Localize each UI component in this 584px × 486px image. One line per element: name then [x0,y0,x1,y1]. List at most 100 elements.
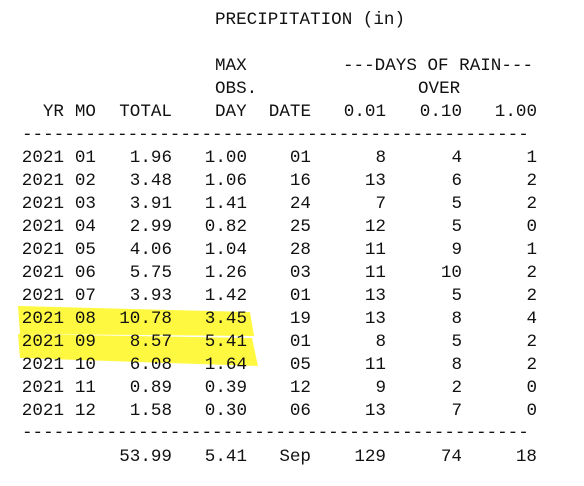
cell: 5 [451,194,462,214]
column-header: 0.01 [343,102,386,122]
cell: 9 [375,378,386,398]
cell: 0.89 [129,378,172,398]
cell: 11 [364,355,386,375]
cell: 13 [364,171,386,191]
highlight-row-09 [18,334,258,366]
cell: 09 [74,332,96,352]
cell: 2021 [21,332,64,352]
total-cell: 74 [440,447,462,467]
column-header: DATE [268,102,311,122]
column-header: MO [74,102,96,122]
cell: 2021 [21,309,64,329]
cell: 1.04 [204,240,247,260]
cell: 5 [451,286,462,306]
cell: 13 [364,401,386,421]
cell: 7 [375,194,386,214]
cell: 2021 [21,401,64,421]
total-cell: 53.99 [119,447,172,467]
header-max-line: OBS. [215,79,258,99]
cell: 28 [289,240,311,260]
cell: 2021 [21,194,64,214]
cell: 06 [74,263,96,283]
total-cell: 5.41 [204,447,247,467]
cell: 0.82 [204,217,247,237]
total-cell: Sep [279,447,311,467]
cell: 1 [526,148,537,168]
cell: 12 [74,401,96,421]
cell: 13 [364,309,386,329]
cell: 1 [526,240,537,260]
cell: 06 [289,401,311,421]
cell: 1.96 [129,148,172,168]
cell: 4.06 [129,240,172,260]
cell: 6 [451,171,462,191]
header-rain-over: OVER [418,79,461,99]
cell: 10 [440,263,462,283]
cell: 0.30 [204,401,247,421]
cell: 3.48 [129,171,172,191]
cell: 13 [364,286,386,306]
cell: 3.45 [204,309,247,329]
cell: 12 [289,378,311,398]
cell: 2021 [21,240,64,260]
cell: 08 [74,309,96,329]
cell: 2021 [21,355,64,375]
cell: 8 [451,355,462,375]
column-header: TOTAL [119,102,172,122]
cell: 5 [451,217,462,237]
total-cell: 18 [515,447,537,467]
cell: 8 [375,332,386,352]
cell: 2021 [21,217,64,237]
cell: 05 [289,355,311,375]
cell: 03 [74,194,96,214]
cell: 2021 [21,286,64,306]
cell: 2 [526,332,537,352]
cell: 1.41 [204,194,247,214]
column-header: 0.10 [419,102,462,122]
cell: 11 [364,240,386,260]
header-max-line: MAX [215,56,247,76]
cell: 1.06 [204,171,247,191]
cell: 12 [364,217,386,237]
cell: 07 [74,286,96,306]
header-rain-group: ---DAYS OF RAIN--- [343,56,534,76]
cell: 16 [289,171,311,191]
cell: 8 [375,148,386,168]
cell: 1.26 [204,263,247,283]
cell: 5.75 [129,263,172,283]
cell: 1.58 [129,401,172,421]
cell: 2 [526,355,537,375]
cell: 7 [451,401,462,421]
cell: 2021 [21,171,64,191]
cell: 0 [526,401,537,421]
cell: 01 [289,286,311,306]
cell: 6.08 [129,355,172,375]
column-header: 1.00 [494,102,537,122]
cell: 5.41 [204,332,247,352]
cell: 2.99 [129,217,172,237]
cell: 04 [74,217,96,237]
cell: 8 [451,309,462,329]
cell: 10.78 [119,309,172,329]
cell: 2 [526,263,537,283]
total-cell: 129 [354,447,386,467]
cell: 01 [289,332,311,352]
cell: 19 [289,309,311,329]
cell: 10 [74,355,96,375]
highlight-row-08 [18,306,254,336]
cell: 5 [451,332,462,352]
cell: 2021 [21,263,64,283]
cell: 3.93 [129,286,172,306]
cell: 03 [289,263,311,283]
cell: 0 [526,217,537,237]
cell: 0.39 [204,378,247,398]
cell: 3.91 [129,194,172,214]
cell: 2 [526,286,537,306]
cell: 25 [289,217,311,237]
cell: 11 [74,378,96,398]
cell: 1.00 [204,148,247,168]
cell: 24 [289,194,311,214]
cell: 1.64 [204,355,247,375]
separator: ----------------------------------------… [22,423,529,443]
